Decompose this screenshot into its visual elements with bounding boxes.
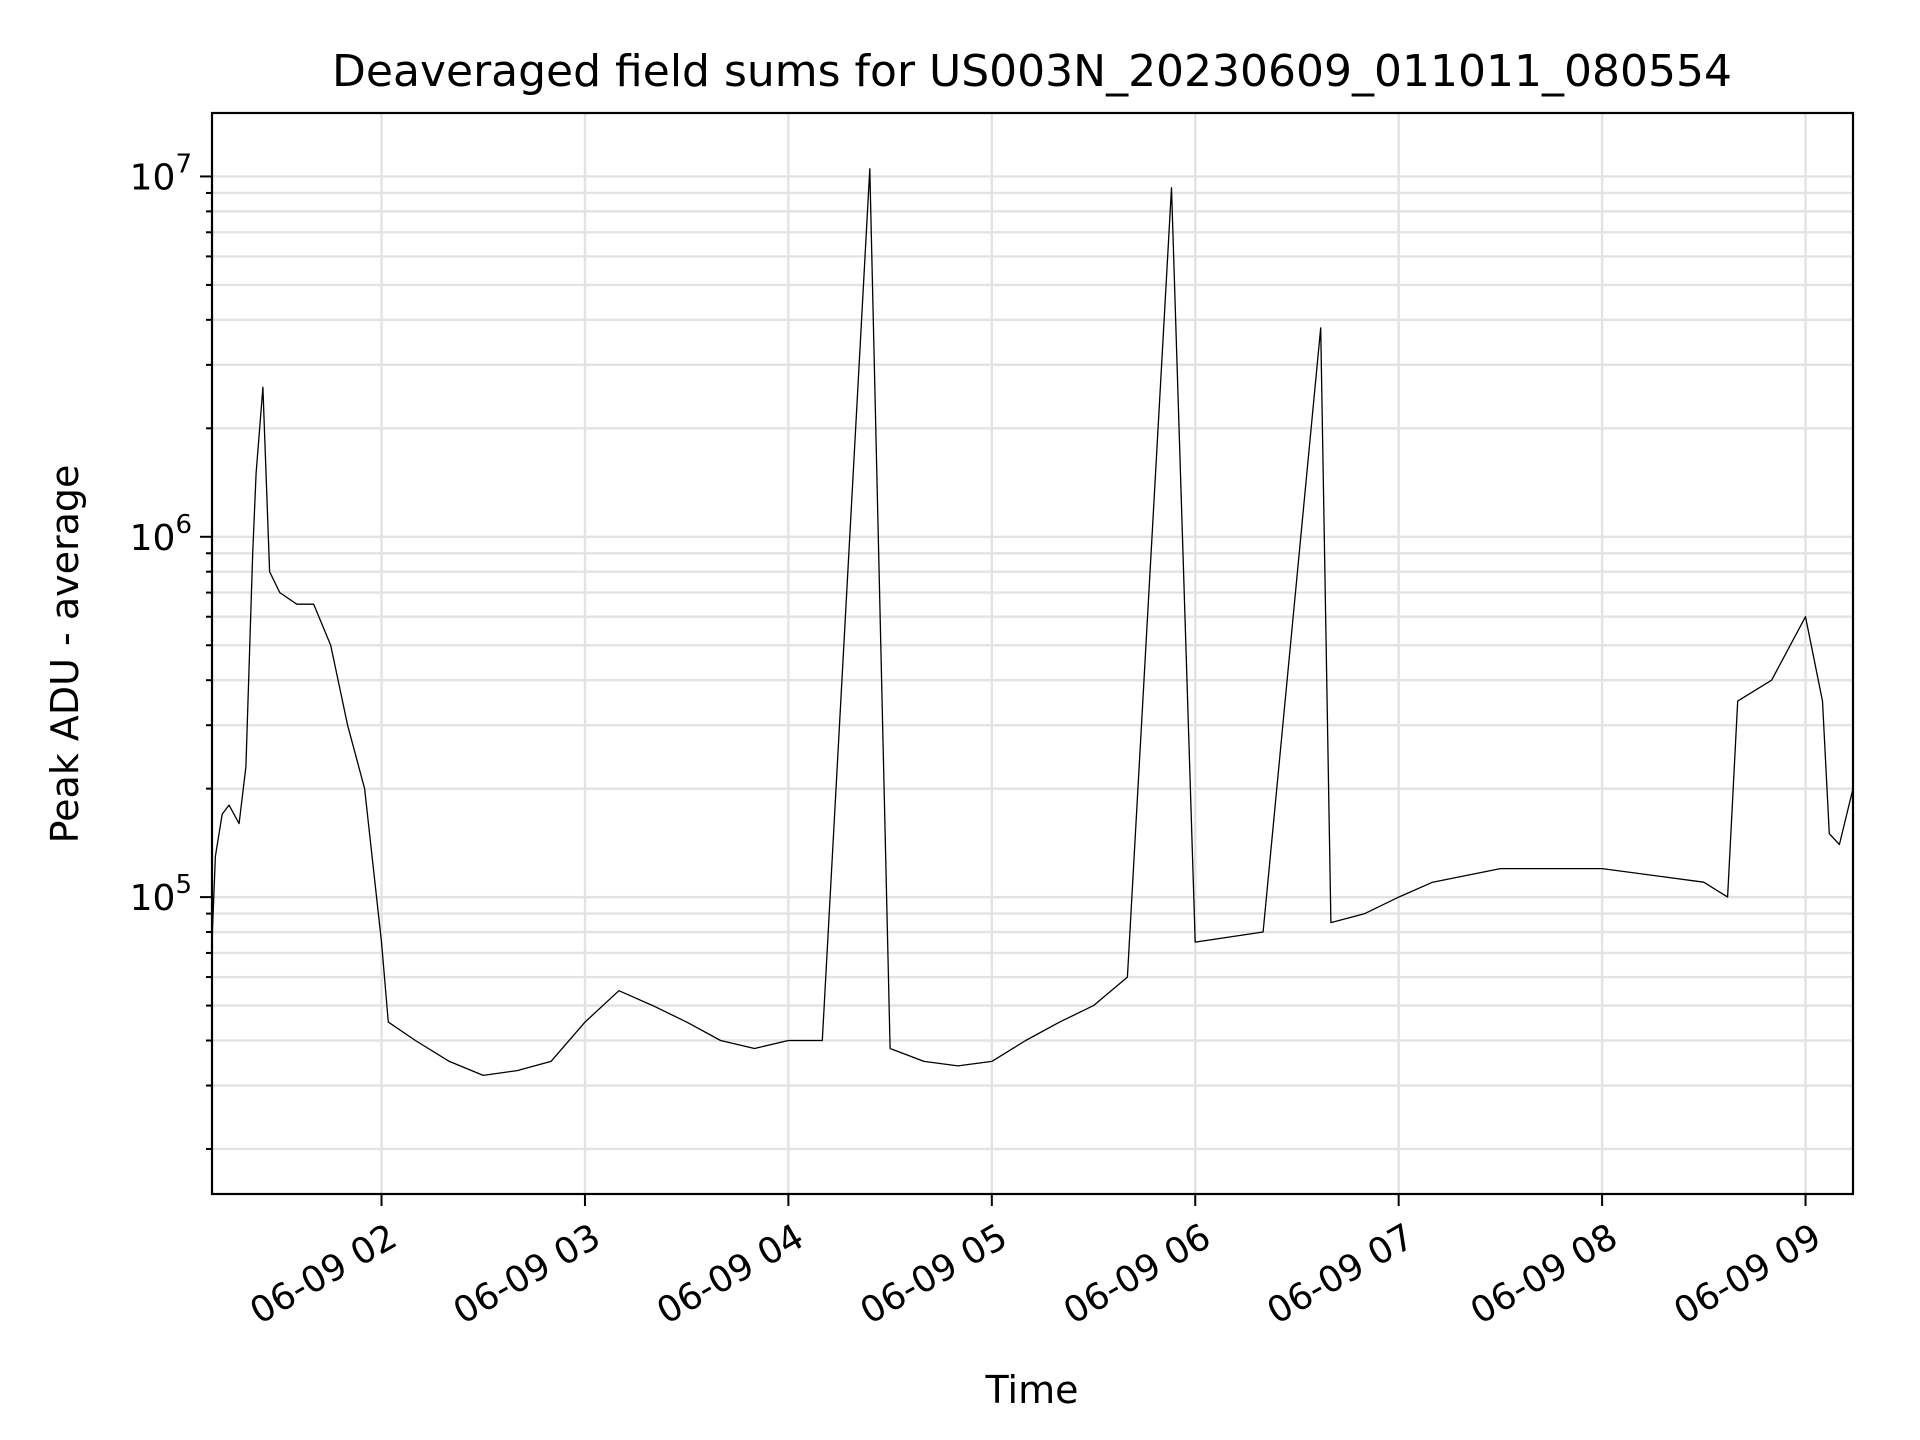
x-tick-label: 06-09 04: [650, 1216, 811, 1332]
grid: [212, 113, 1853, 1194]
y-tick-label: 105: [130, 870, 192, 919]
x-tick-label: 06-09 09: [1667, 1216, 1828, 1332]
axis-ticks: 105 106 107 06-09 02 06-09 03 06-09 04 06-09 0…: [130, 149, 1828, 1332]
x-tick-label: 06-09 05: [854, 1216, 1015, 1332]
chart-title: Deaveraged field sums for US003N_2023060…: [332, 46, 1732, 97]
y-axis-label: Peak ADU - average: [43, 465, 87, 844]
x-axis-label: Time: [985, 1368, 1079, 1412]
series-line: [211, 168, 1854, 1077]
x-tick-label: 06-09 08: [1464, 1216, 1625, 1332]
x-tick-label: 06-09 07: [1260, 1216, 1421, 1332]
y-tick-label: 107: [130, 149, 192, 198]
plot-frame: [210, 111, 1855, 1196]
x-tick-label: 06-09 02: [243, 1216, 404, 1332]
series-layer: [211, 168, 1854, 1077]
y-tick-label: 106: [130, 510, 192, 559]
x-tick-label: 06-09 03: [447, 1216, 608, 1332]
x-tick-label: 06-09 06: [1057, 1216, 1218, 1332]
